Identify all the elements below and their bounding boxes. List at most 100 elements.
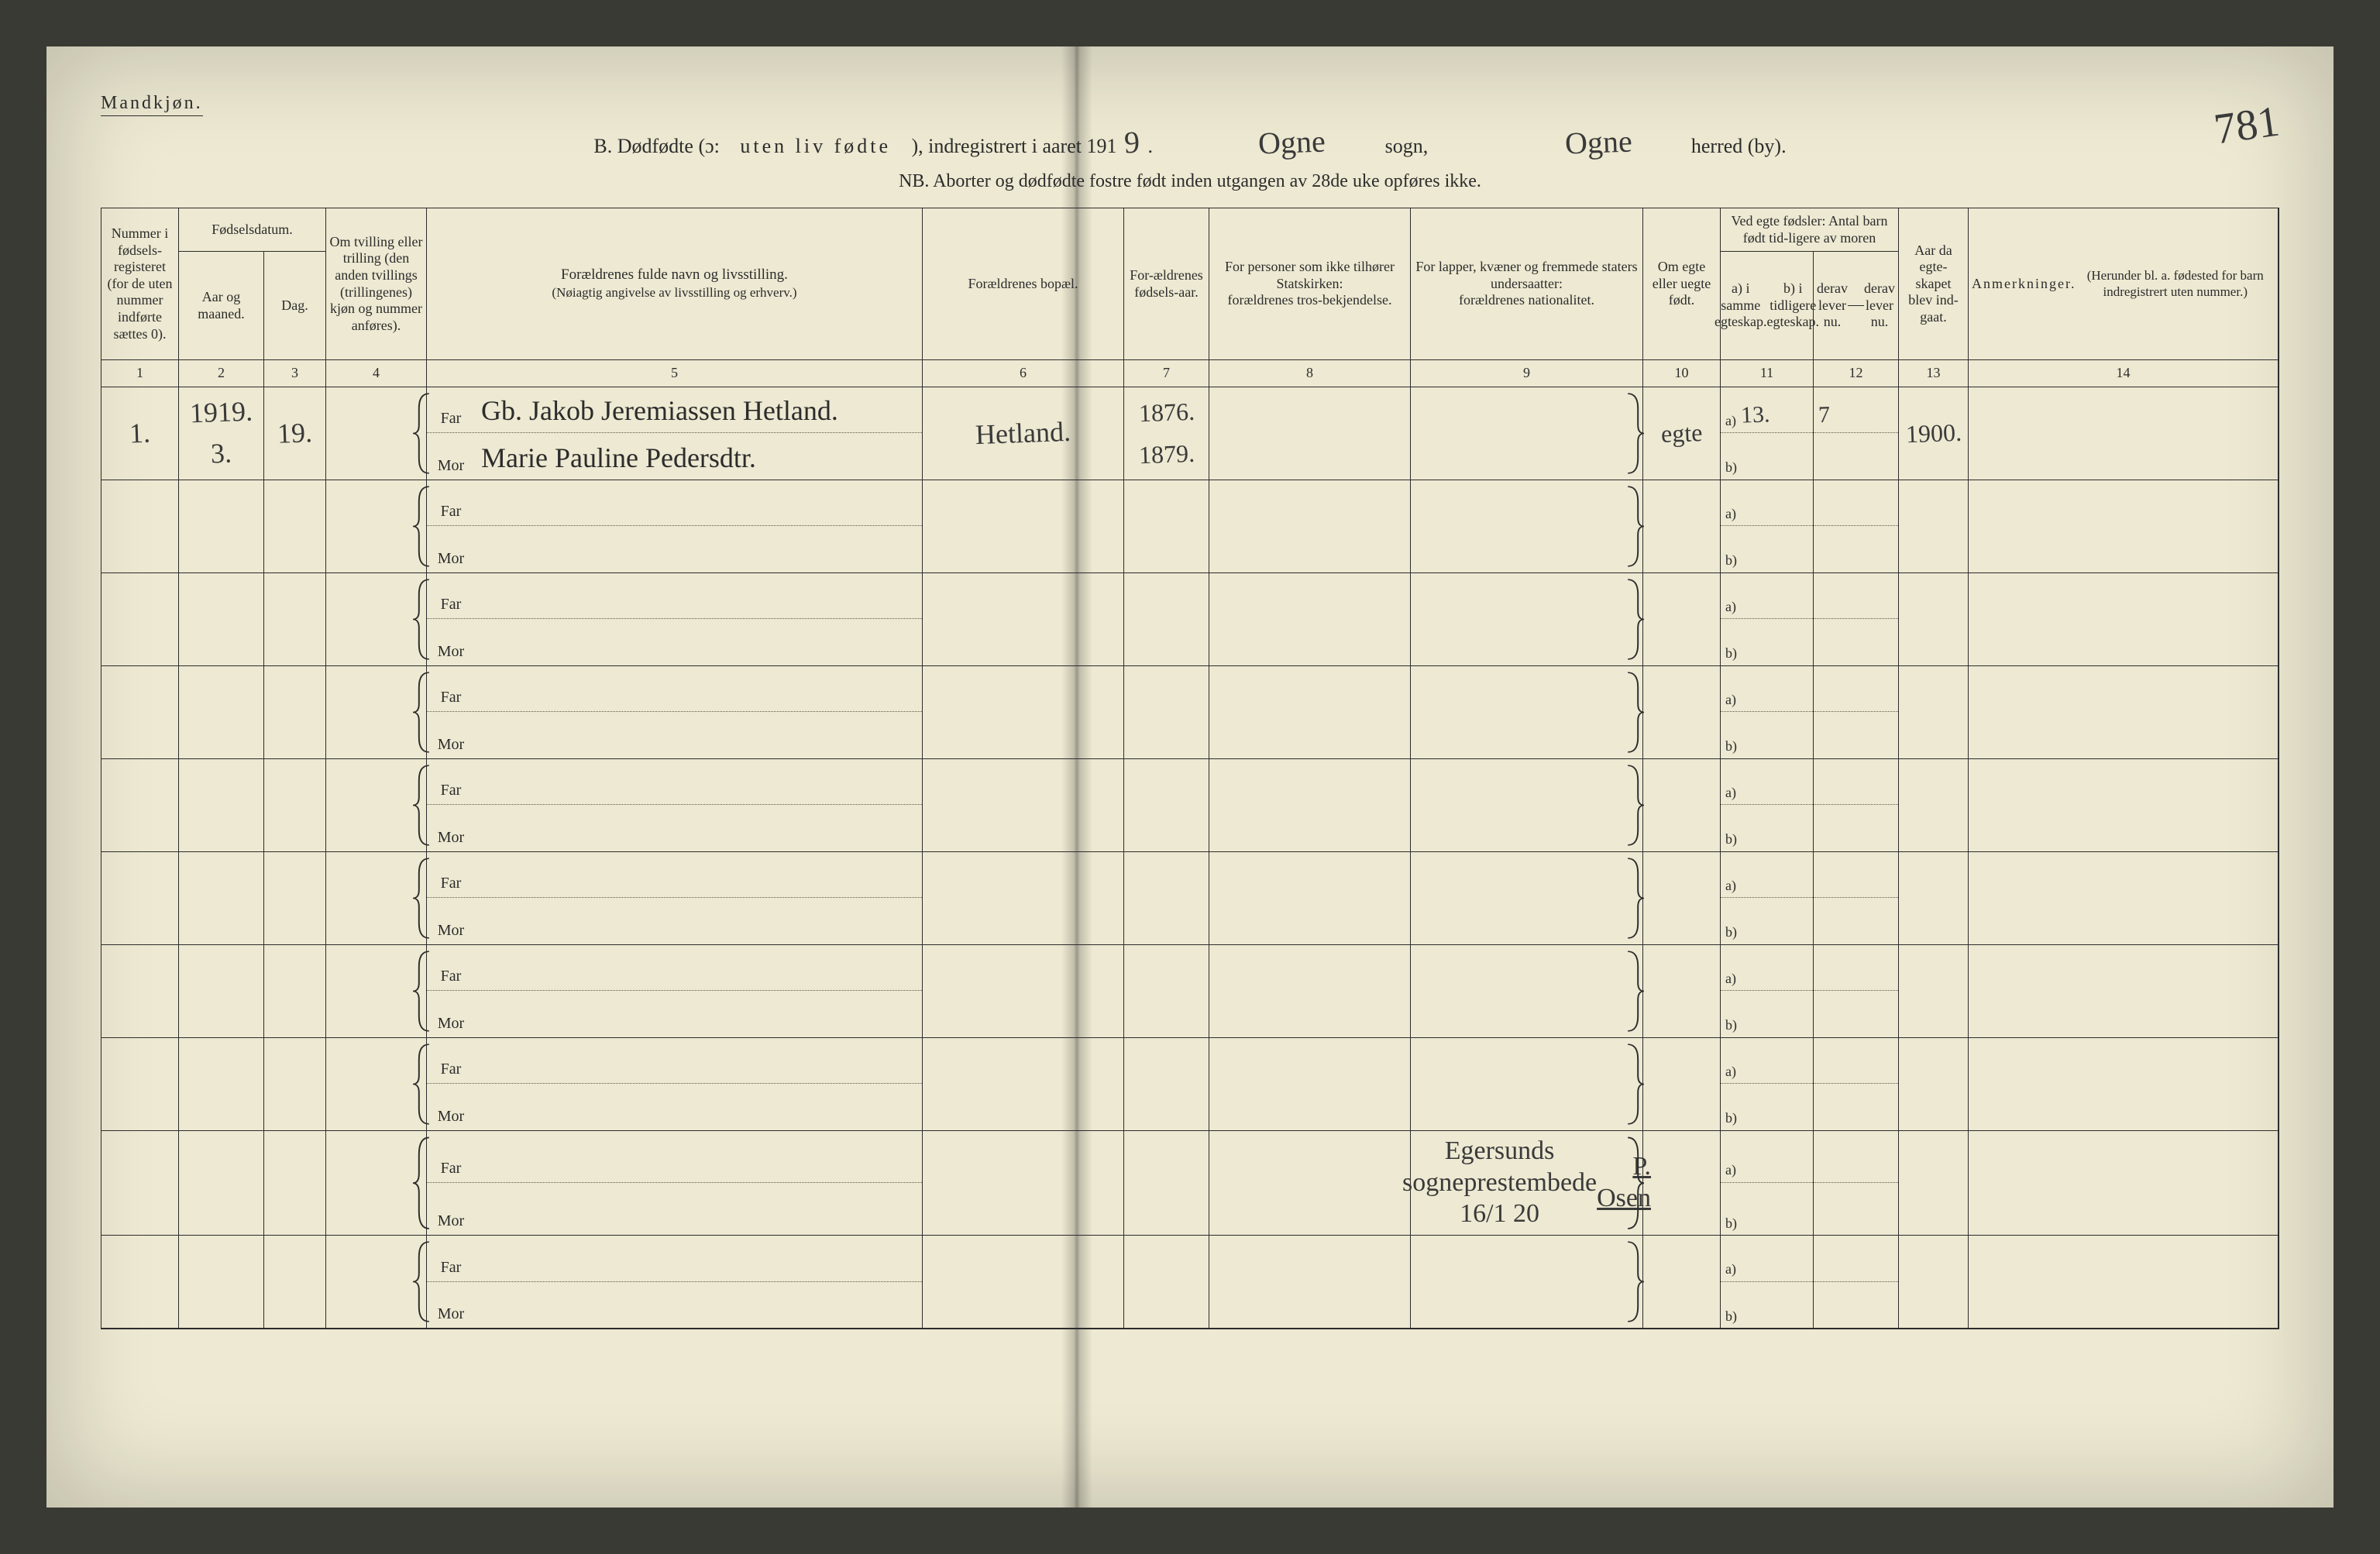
cell-twin	[326, 387, 427, 480]
cell-tros	[1209, 666, 1411, 759]
cell-twin	[326, 852, 427, 945]
cell-num: 1.	[101, 387, 179, 480]
col-13-header: Aar da egte-skapet blev ind-gaat.	[1899, 208, 1969, 360]
cell-nationality	[1411, 666, 1643, 759]
cell-nationality	[1411, 945, 1643, 1038]
cell-num	[101, 573, 179, 666]
cell-egte: egte	[1643, 387, 1721, 480]
cell-nationality	[1411, 759, 1643, 852]
cell-11: a)b)	[1721, 1038, 1814, 1131]
cell-day	[264, 1038, 326, 1131]
title-prefix: B. Dødfødte (ɔ:	[593, 135, 719, 158]
cell-12	[1814, 1236, 1899, 1329]
cell-day	[264, 945, 326, 1038]
cell-parent-years	[1124, 945, 1209, 1038]
page-number: 781	[2211, 96, 2282, 154]
cell-12	[1814, 1131, 1899, 1236]
cell-13	[1899, 1038, 1969, 1131]
cell-twin	[326, 759, 427, 852]
cell-bopael	[923, 480, 1124, 573]
title-year-digit: 9	[1124, 124, 1141, 161]
cell-13	[1899, 666, 1969, 759]
cell-13	[1899, 573, 1969, 666]
col-10-header: Om egte eller uegte født.	[1643, 208, 1721, 360]
cell-12	[1814, 852, 1899, 945]
cell-egte	[1643, 1236, 1721, 1329]
col-1-header: Nummer i fødsels-registeret (for de uten…	[101, 208, 179, 360]
sogn-label: sogn,	[1385, 135, 1429, 158]
cell-13	[1899, 852, 1969, 945]
cell-tros	[1209, 573, 1411, 666]
cell-14	[1969, 666, 2279, 759]
cell-parents: FarMor	[427, 759, 923, 852]
col-number-14: 14	[1969, 360, 2279, 387]
cell-tros	[1209, 852, 1411, 945]
cell-num	[101, 1236, 179, 1329]
cell-bopael	[923, 945, 1124, 1038]
cell-parents: FarGb. Jakob Jeremiassen Hetland.MorMari…	[427, 387, 923, 480]
cell-num	[101, 666, 179, 759]
cell-13: 1900.	[1899, 387, 1969, 480]
cell-parents: FarMor	[427, 1131, 923, 1236]
cell-parent-years	[1124, 1236, 1209, 1329]
cell-parents: FarMor	[427, 1038, 923, 1131]
cell-parent-years	[1124, 480, 1209, 573]
cell-12	[1814, 480, 1899, 573]
col-5-header: Forældrenes fulde navn og livsstilling.(…	[427, 208, 923, 360]
cell-egte	[1643, 573, 1721, 666]
cell-11: a)b)	[1721, 759, 1814, 852]
nb-note: NB. Aborter og dødfødte fostre født inde…	[101, 171, 2279, 192]
cell-num	[101, 480, 179, 573]
cell-bopael	[923, 1038, 1124, 1131]
cell-egte	[1643, 759, 1721, 852]
cell-tros	[1209, 1131, 1411, 1236]
herred-name: Ogne	[1564, 123, 1632, 162]
cell-14	[1969, 387, 2279, 480]
cell-day	[264, 1236, 326, 1329]
cell-11: a)b)	[1721, 852, 1814, 945]
cell-13	[1899, 480, 1969, 573]
cell-day	[264, 759, 326, 852]
col-number-8: 8	[1209, 360, 1411, 387]
cell-year-month: 1919.3.	[179, 387, 264, 480]
cell-tros	[1209, 480, 1411, 573]
cell-bopael	[923, 1131, 1124, 1236]
col-11a-header: a) i samme egteskap.b) i tidligere egtes…	[1721, 252, 1814, 360]
cell-num	[101, 945, 179, 1038]
col-number-1: 1	[101, 360, 179, 387]
col-4-header: Om tvilling eller trilling (den anden tv…	[326, 208, 427, 360]
cell-parents: FarMor	[427, 480, 923, 573]
cell-tros	[1209, 945, 1411, 1038]
cell-14	[1969, 1131, 2279, 1236]
col-number-9: 9	[1411, 360, 1643, 387]
cell-tros	[1209, 1038, 1411, 1131]
cell-nationality	[1411, 480, 1643, 573]
cell-12: 7	[1814, 387, 1899, 480]
cell-twin	[326, 573, 427, 666]
cell-parent-years	[1124, 573, 1209, 666]
cell-bopael	[923, 666, 1124, 759]
col-number-2: 2	[179, 360, 264, 387]
cell-day	[264, 573, 326, 666]
page-title: B. Dødfødte (ɔ: uten liv fødte ), indreg…	[101, 124, 2279, 160]
col-6-header: Forældrenes bopæl.	[923, 208, 1124, 360]
cell-11: a)b)	[1721, 945, 1814, 1038]
cell-13	[1899, 945, 1969, 1038]
cell-12	[1814, 945, 1899, 1038]
cell-year-month	[179, 945, 264, 1038]
cell-year-month	[179, 573, 264, 666]
cell-12	[1814, 573, 1899, 666]
cell-12	[1814, 1038, 1899, 1131]
cell-14	[1969, 759, 2279, 852]
cell-num	[101, 1038, 179, 1131]
cell-nationality	[1411, 387, 1643, 480]
col-9-header: For lapper, kvæner og fremmede staters u…	[1411, 208, 1643, 360]
cell-egte	[1643, 666, 1721, 759]
cell-11: a)13.b)	[1721, 387, 1814, 480]
col-number-6: 6	[923, 360, 1124, 387]
col-number-5: 5	[427, 360, 923, 387]
cell-11: a)b)	[1721, 1236, 1814, 1329]
col-7-header: For-ældrenes fødsels-aar.	[1124, 208, 1209, 360]
cell-parents: FarMor	[427, 666, 923, 759]
cell-nationality	[1411, 1236, 1643, 1329]
